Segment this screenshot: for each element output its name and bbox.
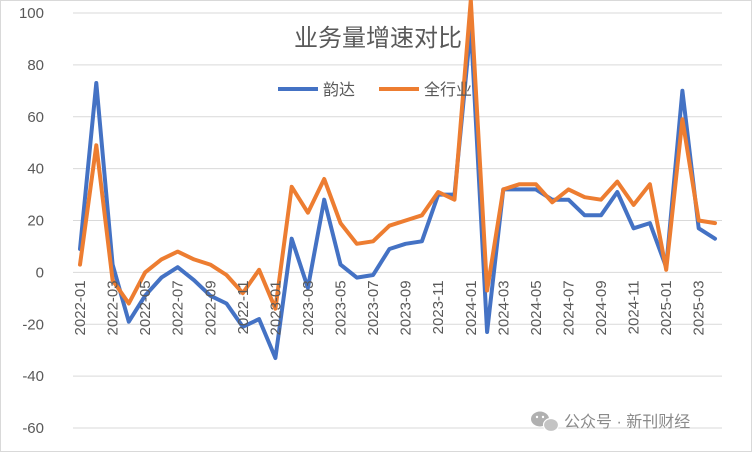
- y-tick-label: -20: [22, 316, 44, 333]
- x-tick-label: 2023-03: [300, 280, 317, 335]
- x-tick-label: 2024-05: [528, 280, 545, 335]
- wechat-icon: [531, 411, 560, 433]
- y-tick-label: -60: [22, 420, 44, 437]
- y-tick-label: 40: [27, 161, 44, 178]
- x-tick-label: 2024-07: [560, 280, 577, 335]
- y-tick-label: -40: [22, 368, 44, 385]
- x-tick-label: 2025-03: [691, 280, 708, 335]
- y-tick-label: 100: [19, 5, 44, 22]
- x-tick-label: 2022-01: [72, 280, 89, 335]
- y-tick-label: 20: [27, 213, 44, 230]
- x-tick-label: 2023-07: [365, 280, 382, 335]
- series-line-1: [78, 24, 717, 360]
- y-tick-label: 0: [36, 264, 44, 281]
- legend-label: 韵达: [323, 81, 355, 99]
- x-tick-label: 2024-03: [495, 280, 512, 335]
- series-line-2: [78, 0, 717, 311]
- x-tick-label: 2024-01: [463, 280, 480, 335]
- x-tick-label: 2022-09: [202, 280, 219, 335]
- x-tick-label: 2023-11: [430, 280, 447, 334]
- x-tick-label: 2025-01: [658, 280, 675, 335]
- y-tick-label: 80: [27, 57, 44, 74]
- chart-title: 业务量增速对比: [294, 25, 462, 52]
- x-tick-label: 2024-09: [593, 280, 610, 335]
- x-tick-label: 2024-11: [626, 280, 643, 334]
- watermark-text: 公众号 · 新刊财经: [564, 413, 690, 431]
- legend: 韵达 全行业: [278, 81, 472, 99]
- x-tick-label: 2022-05: [137, 280, 154, 335]
- x-tick-label: 2022-11: [235, 280, 252, 334]
- x-tick-label: 2022-07: [170, 280, 187, 335]
- y-tick-label: 60: [27, 109, 44, 126]
- x-tick-label: 2023-09: [398, 280, 415, 335]
- x-tick-label: 2022-03: [105, 280, 122, 335]
- x-tick-label: 2023-05: [333, 280, 350, 335]
- x-tick-label: 2023-01: [267, 280, 284, 335]
- watermark: 公众号 · 新刊财经: [531, 411, 690, 433]
- legend-label: 全行业: [424, 81, 472, 99]
